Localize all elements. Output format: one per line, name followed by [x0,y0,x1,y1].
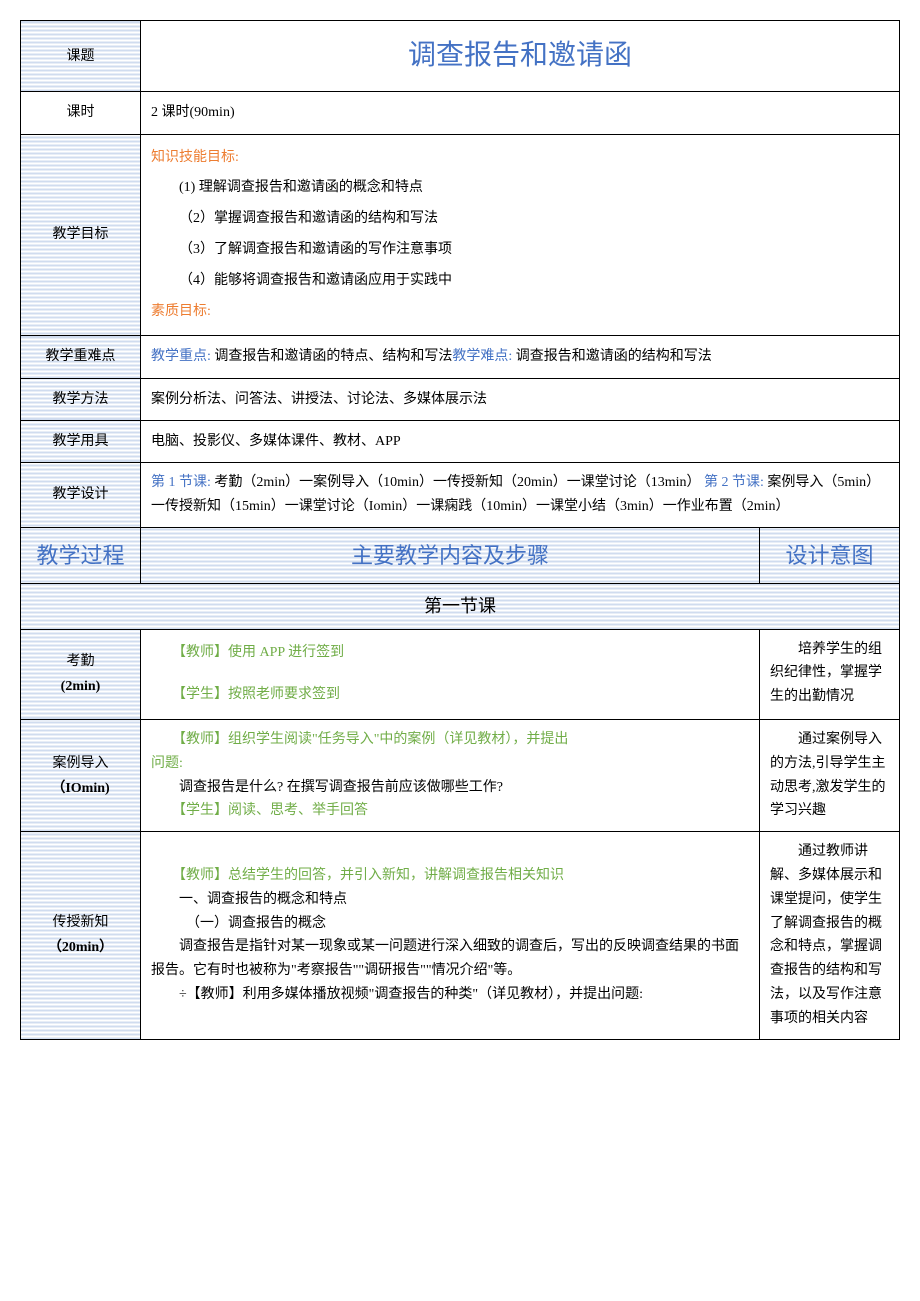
process-header-1: 教学过程 [21,527,141,584]
caseintro-question: 调查报告是什么? 在撰写调查报告前应该做哪些工作? [179,780,503,795]
attendance-teacher: 【教师】使用 APP 进行签到 [179,645,344,660]
period2-label: 第 2 节课: [704,475,767,490]
caseintro-teacher-pre: 【教师】组织学生阅读"任务导入"中的案例（详见教材），并提出 [179,732,568,747]
keypoints-content: 教学重点: 调查报告和邀请函的特点、结构和写法教学难点: 调查报告和邀请函的结构… [141,336,900,378]
diff-text: 调查报告和邀请函的结构和写法 [516,349,712,364]
attendance-label: 考勤 (2min) [21,629,141,720]
hours-value: 2 课时(90min) [141,92,900,134]
objectives-label: 教学目标 [21,134,141,336]
teach-label-1: 传授新知 [29,910,132,935]
process-header-3: 设计意图 [759,527,899,584]
topic-title: 调查报告和邀请函 [141,21,900,92]
attendance-label-1: 考勤 [29,649,132,674]
attendance-student: 【学生】按照老师要求签到 [179,687,340,702]
tools-value: 电脑、投影仪、多媒体课件、教材、APP [141,420,900,462]
section-1-title: 第一节课 [21,584,900,629]
teach-label-2: （20min） [29,935,132,960]
caseintro-label-2: （IOmin) [29,776,132,801]
teach-line4: 调查报告是指针对某一现象或某一问题进行深入细致的调查后，写出的反映调查结果的书面… [151,939,739,978]
lesson-plan-table: 课题 调查报告和邀请函 课时 2 课时(90min) 教学目标 知识技能目标: … [20,20,900,1040]
caseintro-teacher-q: 问题: [151,752,749,776]
teach-intent: 通过教师讲解、多媒体展示和课堂提问，使学生了解调查报告的概念和特点，掌握调查报告… [759,832,899,1039]
teach-line3: （一）调查报告的概念 [193,916,326,931]
objective-item-4: （4）能够将调查报告和邀请函应用于实践中 [151,266,889,297]
diff-label: 教学难点: [452,349,515,364]
hours-label: 课时 [21,92,141,134]
objective-item-3: （3）了解调查报告和邀请函的写作注意事项 [151,235,889,266]
objective-item-1: (1) 理解调查报告和邀请函的概念和特点 [151,173,889,204]
tools-label: 教学用具 [21,420,141,462]
teach-line5: ÷【教师】利用多媒体播放视频"调查报告的种类"（详见教材），并提出问题: [179,987,643,1002]
objectives-content: 知识技能目标: (1) 理解调查报告和邀请函的概念和特点 （2）掌握调查报告和邀… [141,134,900,336]
caseintro-label-1: 案例导入 [29,751,132,776]
caseintro-content: 【教师】组织学生阅读"任务导入"中的案例（详见教材），并提出 问题: 调查报告是… [141,720,760,832]
period1-label: 第 1 节课: [151,475,214,490]
quality-goal-label: 素质目标: [151,297,889,328]
process-header-2: 主要教学内容及步骤 [141,527,760,584]
caseintro-intent: 通过案例导入的方法,引导学生主动思考,激发学生的学习兴趣 [759,720,899,832]
teach-line1: 【教师】总结学生的回答，并引入新知，讲解调查报告相关知识 [179,868,564,883]
teach-label: 传授新知 （20min） [21,832,141,1039]
key-label: 教学重点: [151,349,214,364]
period1-text: 考勤（2min）一案例导入（10min）一传授新知（20min）一课堂讨论（13… [214,475,700,490]
topic-label: 课题 [21,21,141,92]
design-content: 第 1 节课: 考勤（2min）一案例导入（10min）一传授新知（20min）… [141,462,900,527]
teach-line2: 一、调查报告的概念和特点 [179,892,347,907]
teach-content: 【教师】总结学生的回答，并引入新知，讲解调查报告相关知识 一、调查报告的概念和特… [141,832,760,1039]
attendance-label-2: (2min) [29,674,132,699]
methods-value: 案例分析法、问答法、讲授法、讨论法、多媒体展示法 [141,378,900,420]
attendance-intent: 培养学生的组织纪律性，掌握学生的出勤情况 [759,629,899,720]
methods-label: 教学方法 [21,378,141,420]
keypoints-label: 教学重难点 [21,336,141,378]
objective-item-2: （2）掌握调查报告和邀请函的结构和写法 [151,204,889,235]
key-text: 调查报告和邀请函的特点、结构和写法 [214,349,452,364]
design-label: 教学设计 [21,462,141,527]
knowledge-goal-label: 知识技能目标: [151,143,889,174]
caseintro-student: 【学生】阅读、思考、举手回答 [179,803,368,818]
caseintro-label: 案例导入 （IOmin) [21,720,141,832]
attendance-content: 【教师】使用 APP 进行签到 【学生】按照老师要求签到 [141,629,760,720]
